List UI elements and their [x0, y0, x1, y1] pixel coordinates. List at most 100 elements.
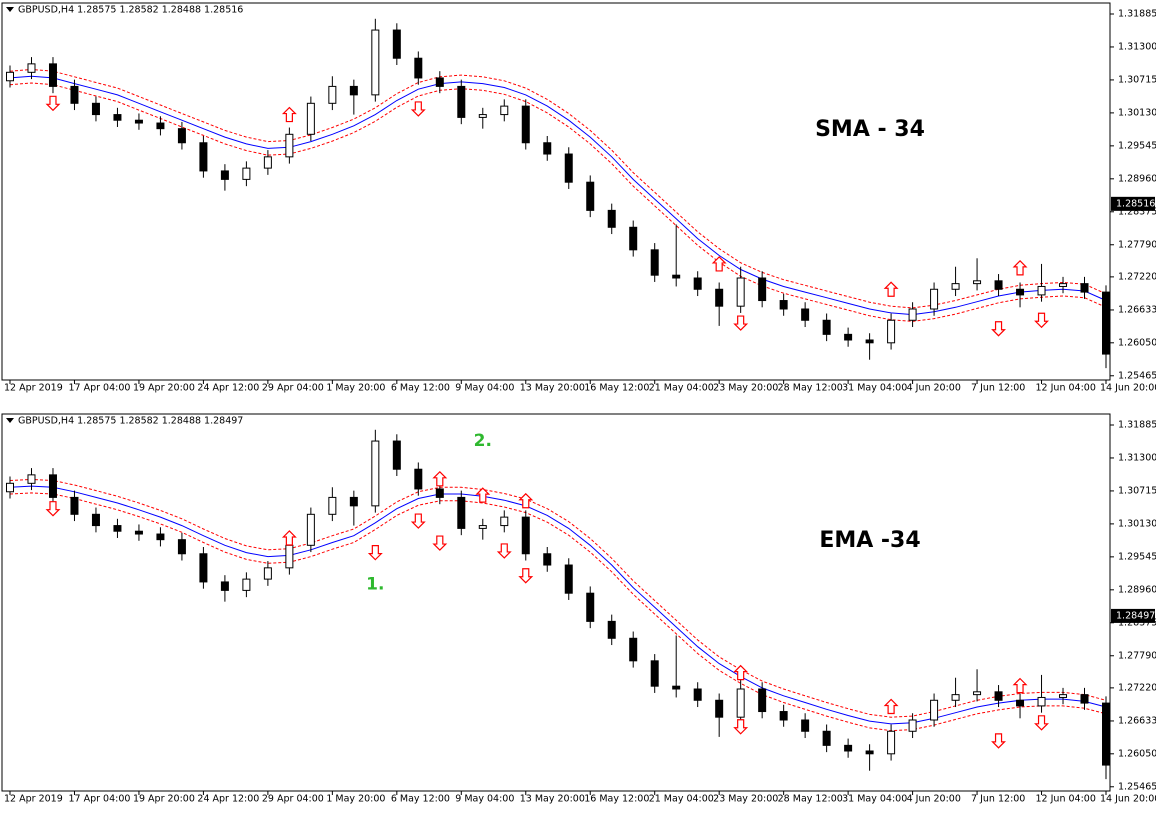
- candle-body: [6, 71, 14, 82]
- ma-line: [9, 68, 1107, 309]
- candle-body: [1059, 694, 1068, 698]
- y-tick-label: 1.26633: [1118, 715, 1156, 726]
- y-tick-label: 1.31300: [1118, 41, 1156, 52]
- x-tick-label: 17 Apr 04:00: [68, 794, 130, 805]
- candle-body: [1016, 288, 1025, 296]
- x-tick-label: 16 May 12:00: [584, 794, 649, 805]
- y-tick-label: 1.30715: [1118, 74, 1156, 85]
- y-tick-label: 1.29545: [1118, 140, 1156, 151]
- x-tick-label: 29 Apr 04:00: [262, 794, 324, 805]
- x-tick-label: 24 Apr 12:00: [197, 794, 259, 805]
- candle-body: [91, 513, 100, 527]
- candle-body: [930, 288, 939, 310]
- up-arrow: [432, 470, 448, 487]
- y-tick-label: 1.28960: [1118, 173, 1156, 184]
- candle-body: [435, 488, 444, 498]
- up-arrow: [711, 256, 727, 272]
- candle-body: [994, 691, 1003, 701]
- candle-body: [973, 280, 982, 285]
- candle-body: [177, 128, 186, 144]
- candle-body: [457, 496, 466, 529]
- candle-body: [543, 553, 552, 566]
- candle-body: [220, 581, 229, 591]
- candle-body: [715, 699, 724, 718]
- candle-body: [414, 468, 423, 490]
- x-tick-label: 28 May 12:00: [778, 794, 843, 805]
- candle-body: [500, 516, 509, 527]
- note-label: 1.: [366, 575, 384, 595]
- plot-area: [1, 413, 1111, 792]
- down-arrow: [367, 545, 383, 561]
- last-price-box: [1111, 608, 1155, 623]
- chart-header: GBPUSD,H4 1.28575 1.28582 1.28488 1.2849…: [18, 416, 243, 427]
- x-tick-label: 31 May 04:00: [842, 794, 907, 805]
- x-tick-label: 29 Apr 04:00: [262, 383, 324, 394]
- x-tick-label: 12 Jun 04:00: [1036, 383, 1096, 394]
- candle-body: [91, 102, 100, 116]
- up-arrow: [281, 106, 297, 123]
- x-tick-label: 1 May 20:00: [326, 383, 385, 394]
- candle-body: [328, 496, 337, 515]
- candle-body: [27, 63, 36, 73]
- y-tick-label: 1.31885: [1118, 8, 1156, 19]
- note-label: 2.: [474, 431, 492, 451]
- x-tick-label: 7 Jun 12:00: [971, 383, 1025, 394]
- y-tick-label: 1.25465: [1118, 370, 1156, 381]
- plot-area: [1, 2, 1111, 381]
- x-tick-label: 13 May 20:00: [520, 383, 585, 394]
- candle-body: [500, 105, 509, 116]
- candle-body: [973, 691, 982, 696]
- up-arrow: [281, 530, 297, 546]
- candle-body: [994, 280, 1003, 290]
- x-tick-label: 4 Jun 20:00: [907, 794, 961, 805]
- x-tick-label: 21 May 04:00: [649, 383, 714, 394]
- candle-body: [177, 539, 186, 555]
- candle-body: [242, 167, 251, 180]
- candle-body: [779, 711, 788, 721]
- candle-body: [1059, 283, 1068, 287]
- candle-body: [134, 530, 143, 535]
- candle-body: [70, 496, 79, 515]
- candle-body: [844, 744, 853, 752]
- candle-body: [1102, 291, 1110, 355]
- candle-body: [113, 525, 122, 532]
- candle-body: [478, 525, 487, 529]
- x-tick-label: 1 May 20:00: [326, 794, 385, 805]
- candle-body: [263, 156, 272, 169]
- candle-body: [844, 333, 853, 341]
- candle-body: [1080, 694, 1089, 704]
- last-price-box: [1111, 196, 1155, 211]
- candle-body: [392, 440, 401, 470]
- x-tick-label: 21 May 04:00: [649, 794, 714, 805]
- candle-body: [564, 564, 573, 594]
- candle-body: [693, 688, 702, 701]
- x-tick-label: 16 May 12:00: [584, 383, 649, 394]
- candle-body: [521, 105, 530, 144]
- x-tick-label: 14 Jun 20:00: [1100, 383, 1156, 394]
- y-tick-label: 1.28375: [1118, 206, 1156, 217]
- down-arrow: [733, 719, 749, 735]
- y-tick-label: 1.30130: [1118, 518, 1156, 529]
- chart-panel: GBPUSD,H4 1.28575 1.28582 1.28488 1.2851…: [1, 2, 1156, 394]
- candle-body: [650, 249, 659, 276]
- candle-body: [887, 730, 896, 755]
- candle-body: [263, 567, 272, 580]
- y-tick-label: 1.27220: [1118, 271, 1156, 282]
- candle-body: [629, 637, 638, 662]
- candle-body: [951, 694, 960, 701]
- candle-body: [650, 660, 659, 687]
- y-tick-label: 1.28960: [1118, 584, 1156, 595]
- y-tick-label: 1.27790: [1118, 239, 1156, 250]
- candle-body: [328, 85, 337, 104]
- candle-body: [220, 170, 229, 180]
- y-tick-label: 1.31885: [1118, 419, 1156, 430]
- candle-body: [27, 474, 36, 484]
- candle-body: [349, 496, 358, 507]
- candle-body: [48, 474, 57, 498]
- x-tick-label: 24 Apr 12:00: [197, 383, 259, 394]
- y-tick-label: 1.29545: [1118, 551, 1156, 562]
- x-tick-label: 7 Jun 12:00: [971, 794, 1025, 805]
- up-arrow: [883, 698, 899, 715]
- candle-body: [586, 592, 595, 622]
- candle-body: [457, 85, 466, 118]
